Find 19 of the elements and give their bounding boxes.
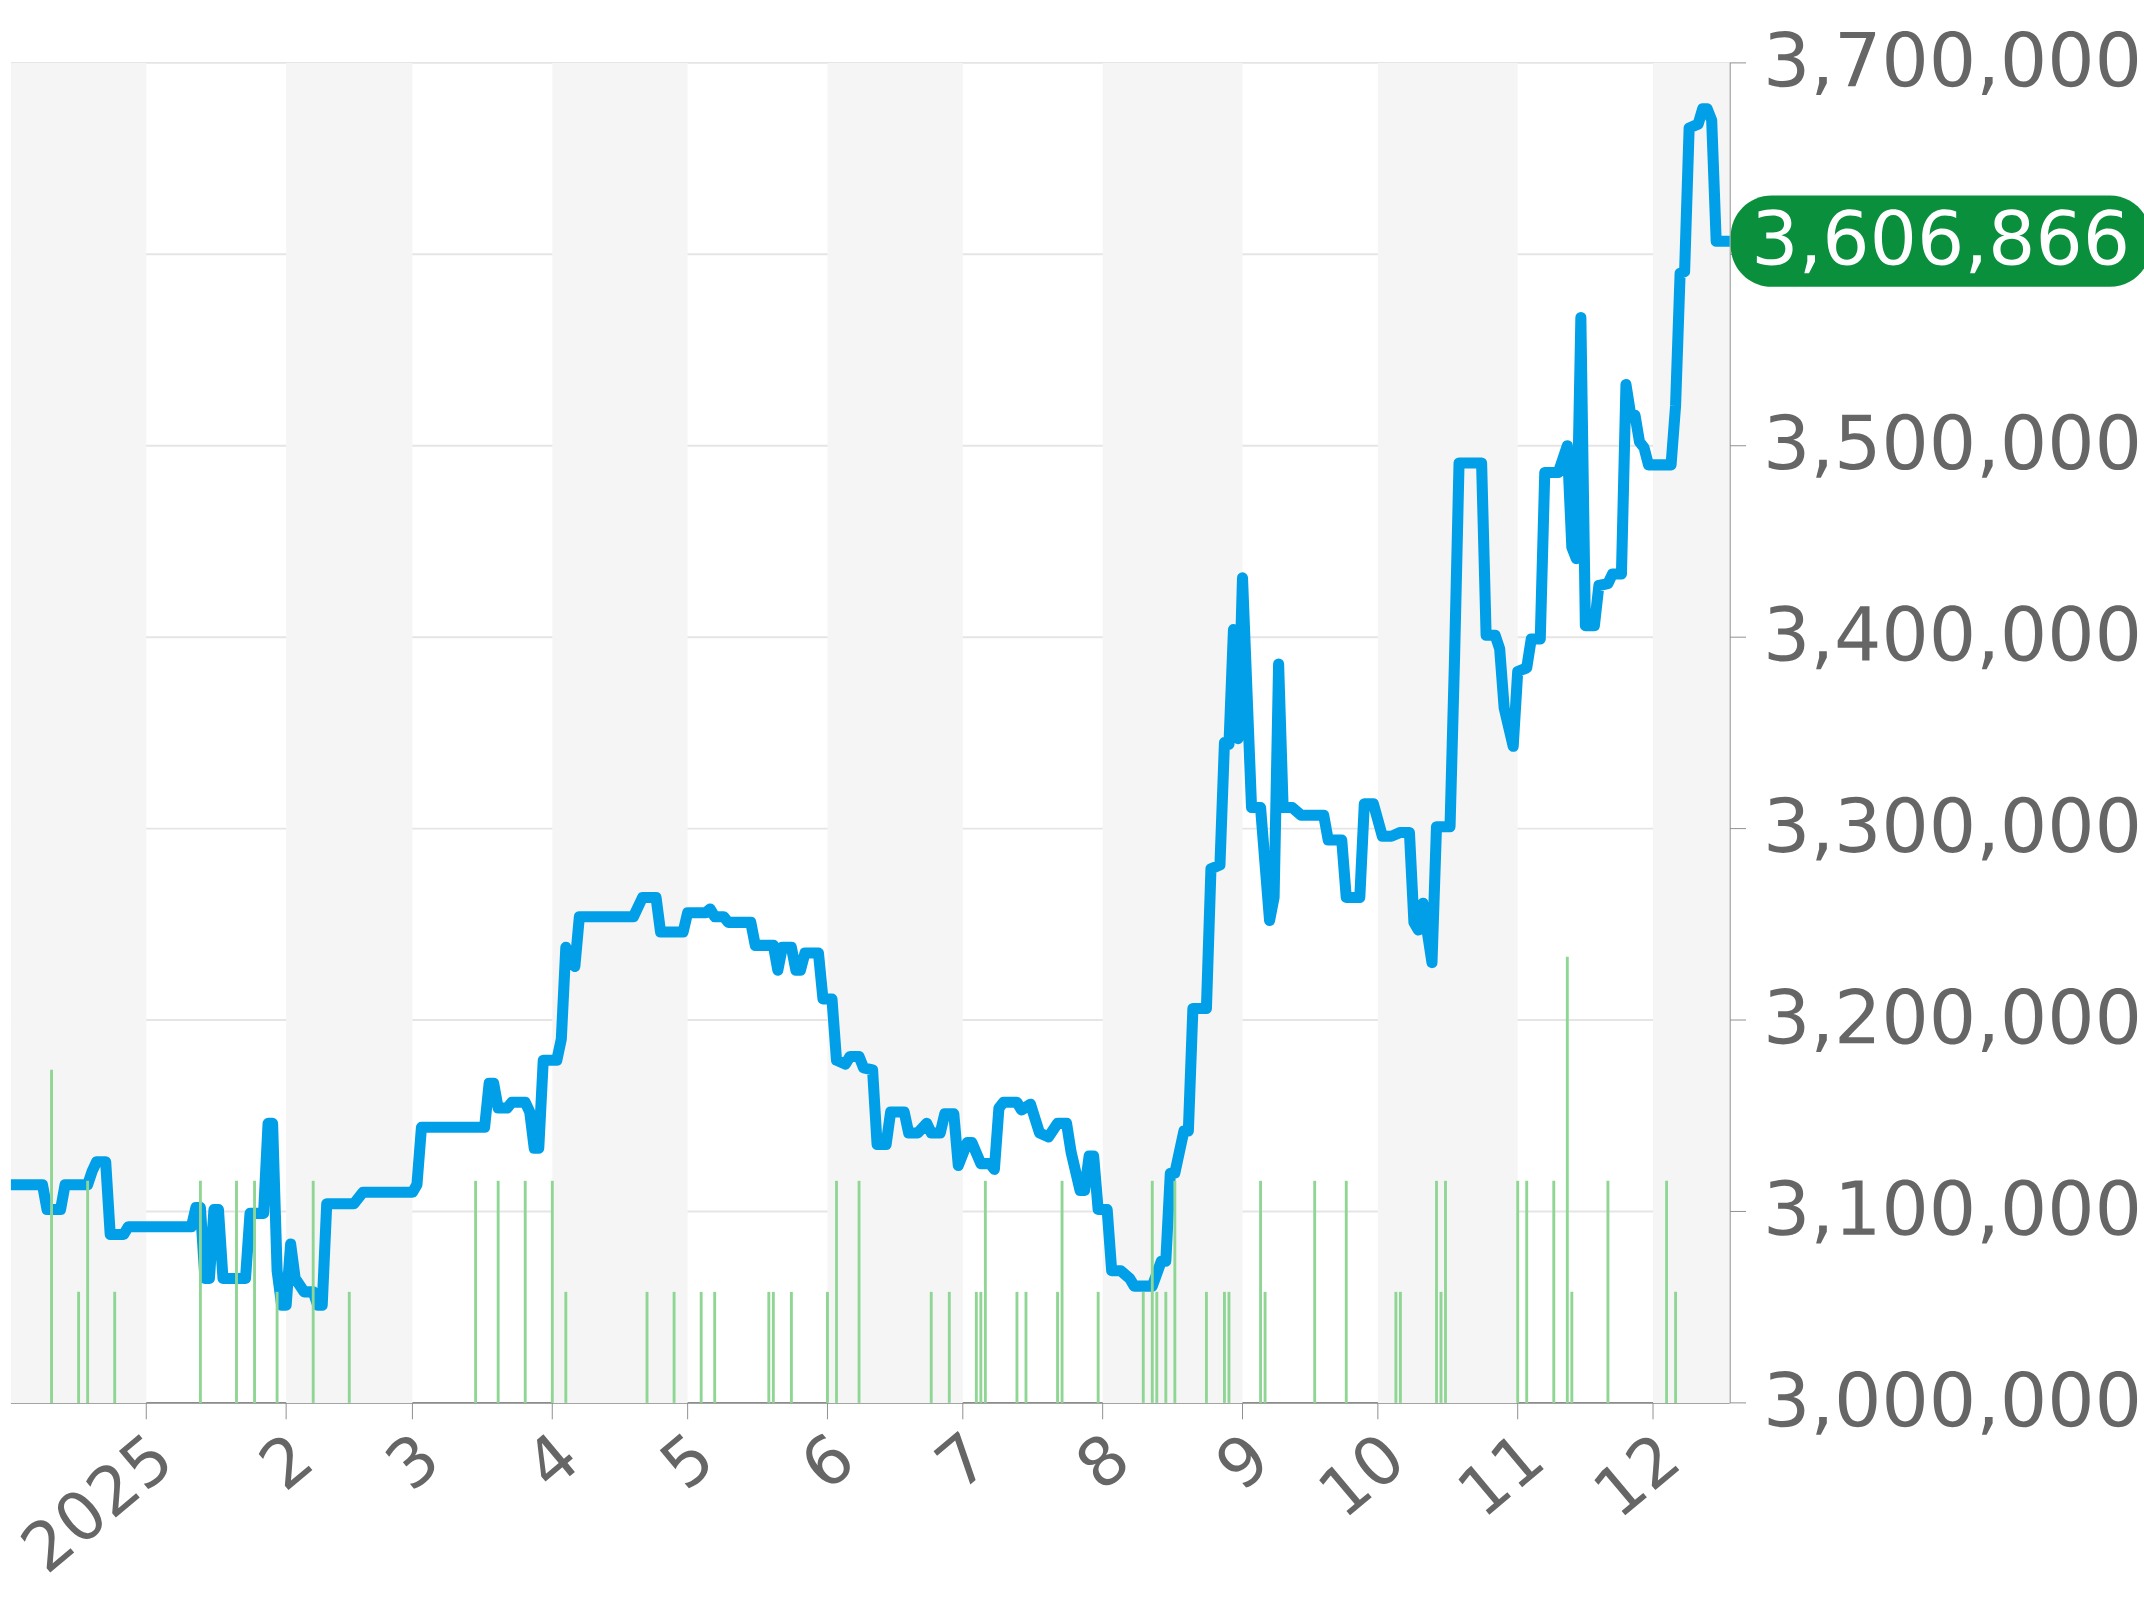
annotation: 3,606,866 [1756,209,2126,274]
x-tick-label: 2 [258,1437,313,1491]
y-tick-label: 3,100,000 [1768,1179,2138,1244]
x-tick-label: 5 [659,1433,709,1489]
x-tick-label: 10 [1319,1437,1399,1516]
x-tick-label: 11 [1458,1438,1544,1515]
y-tick-label: 3,700,000 [1768,31,2138,95]
y-tick-label: 3,200,000 [1768,988,2138,1053]
y-tick-label: 3,500,000 [1768,413,2138,478]
x-tick-label: 7 [933,1431,976,1485]
y-tick-label: 3,300,000 [1768,796,2138,861]
x-tick-label: 9 [1218,1437,1263,1488]
y-tick-label: 3,400,000 [1768,605,2138,670]
x-tick-label: 3 [385,1437,435,1489]
y-tick-label: 3,000,000 [1768,1371,2138,1435]
x-tick-label: 6 [806,1433,850,1484]
x-tick-label: 8 [1078,1436,1126,1486]
x-tick-label: 12 [1594,1437,1680,1516]
x-tick-label: 4 [536,1434,575,1482]
